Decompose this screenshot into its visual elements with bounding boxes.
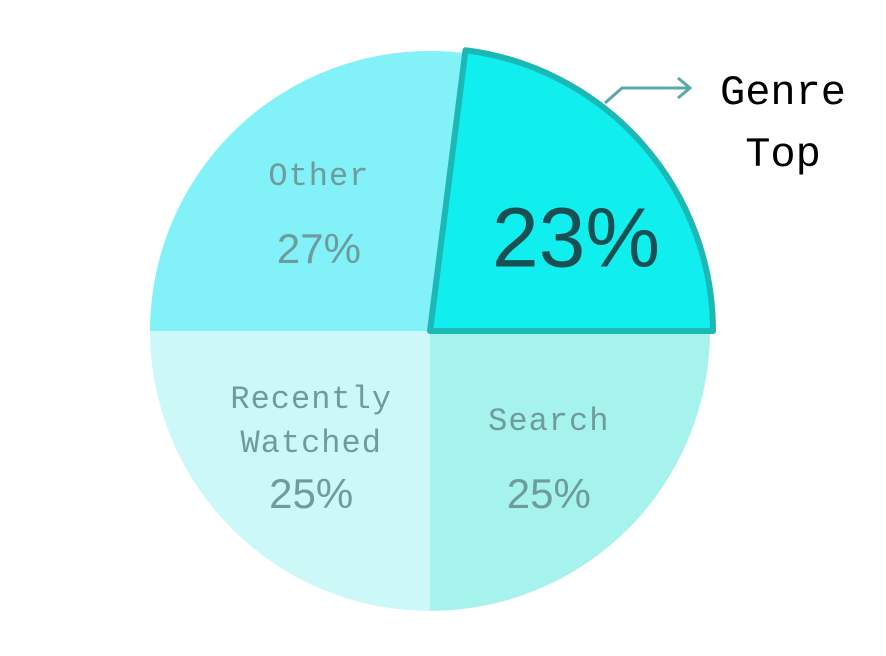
slice-name-label: Search xyxy=(488,402,610,440)
pie-slice xyxy=(150,331,430,611)
slice-value-label: 25% xyxy=(506,469,591,517)
slice-name-label: Recently Watched xyxy=(230,380,393,462)
pie-slice xyxy=(150,50,466,331)
slice-name-label: Genre Top xyxy=(719,69,847,179)
pie-slice-highlight xyxy=(427,47,716,334)
slice-value-label: 23% xyxy=(491,190,661,285)
slice-name-label: Other xyxy=(268,157,370,195)
slice-value-label: 25% xyxy=(269,469,354,517)
pie-slice xyxy=(430,331,710,611)
slice-value-label: 27% xyxy=(276,224,361,272)
callout-arrow xyxy=(604,76,693,105)
